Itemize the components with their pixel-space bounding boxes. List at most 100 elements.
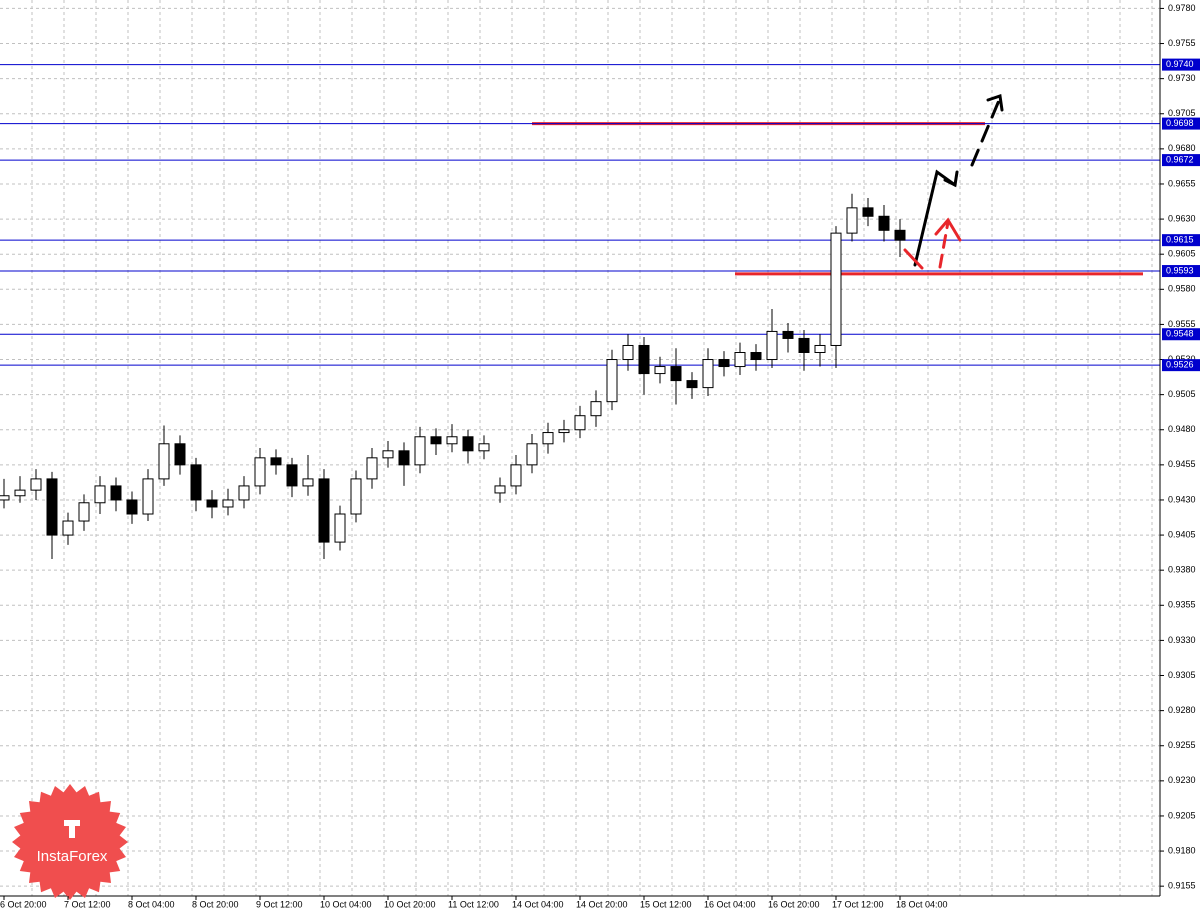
arrow-head: [934, 217, 962, 242]
level-label-box: [1162, 58, 1200, 71]
candle-body: [606, 359, 618, 403]
logo-badge: [12, 784, 128, 900]
logo-icon: [64, 820, 80, 838]
candle-body: [478, 443, 490, 452]
y-tick-label: 0.9330: [1168, 635, 1196, 645]
candle-body: [270, 457, 282, 466]
candle-body: [30, 478, 42, 491]
arrow-path: [938, 220, 950, 269]
candle-body: [830, 232, 842, 346]
candle-body: [158, 443, 170, 480]
candle-body: [334, 513, 346, 543]
level-label: 0.9698: [1166, 118, 1194, 128]
y-tick-label: 0.9280: [1168, 705, 1196, 715]
candle-body: [350, 478, 362, 515]
candle-body: [142, 478, 154, 515]
candle-body: [222, 499, 234, 508]
candle-body: [590, 401, 602, 417]
candle-body: [862, 207, 874, 217]
x-tick-label: 16 Oct 04:00: [704, 899, 756, 909]
candle-body: [94, 485, 106, 504]
candle-body: [238, 485, 250, 501]
logo-text: InstaForex: [37, 848, 108, 865]
level-label-box: [1162, 154, 1200, 167]
x-tick-label: 17 Oct 12:00: [832, 899, 884, 909]
y-tick-label: 0.9180: [1168, 845, 1196, 855]
logo: InstaForex: [12, 784, 128, 900]
candle-body: [430, 436, 442, 445]
candle-body: [878, 215, 890, 231]
x-tick-label: 16 Oct 20:00: [768, 899, 820, 909]
y-tick-label: 0.9730: [1168, 73, 1196, 83]
candle-body: [382, 450, 394, 459]
candle-body: [526, 443, 538, 466]
x-tick-label: 6 Oct 20:00: [0, 899, 47, 909]
candle-body: [126, 499, 138, 515]
candle-body: [702, 359, 714, 389]
candle-body: [670, 366, 682, 382]
candle-body: [62, 520, 74, 536]
candle-body: [798, 337, 810, 354]
y-tick-label: 0.9505: [1168, 389, 1196, 399]
y-tick-label: 0.9755: [1168, 38, 1196, 48]
level-label-box: [1162, 359, 1200, 372]
candle-body: [46, 478, 58, 536]
candle-body: [686, 380, 698, 389]
y-tick-label: 0.9230: [1168, 775, 1196, 785]
candle-body: [558, 429, 570, 434]
y-tick-label: 0.9555: [1168, 319, 1196, 329]
y-tick-label: 0.9155: [1168, 881, 1196, 891]
candle-body: [782, 330, 794, 339]
x-tick-label: 11 Oct 12:00: [448, 899, 499, 909]
candle-body: [638, 344, 650, 375]
plot: [0, 64, 1160, 559]
x-tick-label: 18 Oct 04:00: [896, 899, 948, 909]
level-label: 0.9526: [1166, 360, 1194, 370]
candle-body: [78, 502, 90, 522]
level-label: 0.9740: [1166, 59, 1194, 69]
y-tick-label: 0.9205: [1168, 810, 1196, 820]
arrow-head: [943, 170, 959, 188]
candle-body: [622, 344, 634, 361]
y-tick-label: 0.9705: [1168, 108, 1196, 118]
candle-body: [510, 464, 522, 487]
candle-body: [366, 457, 378, 480]
candle-body: [14, 489, 26, 497]
y-tick-label: 0.9305: [1168, 670, 1196, 680]
candle-body: [286, 464, 298, 487]
x-tick-label: 10 Oct 20:00: [384, 899, 436, 909]
x-tick-label: 8 Oct 20:00: [192, 899, 239, 909]
candle-body: [766, 330, 778, 361]
arrow-head: [986, 94, 1004, 112]
candle-body: [574, 415, 586, 431]
level-label: 0.9548: [1166, 329, 1194, 339]
candle-body: [302, 478, 314, 487]
y-tick-label: 0.9380: [1168, 565, 1196, 575]
x-tick-label: 15 Oct 12:00: [640, 899, 692, 909]
y-tick-label: 0.9455: [1168, 459, 1196, 469]
candle-body: [190, 464, 202, 501]
arrow-path: [903, 248, 924, 270]
x-tick-label: 8 Oct 04:00: [128, 899, 175, 909]
x-tick-label: 14 Oct 20:00: [576, 899, 628, 909]
y-tick-label: 0.9680: [1168, 143, 1196, 153]
candle-body: [254, 457, 266, 487]
candle-body: [174, 443, 186, 466]
candle-body: [894, 229, 906, 241]
y-tick-label: 0.9405: [1168, 529, 1196, 539]
arrow-path: [970, 96, 1002, 167]
y-tick-label: 0.9430: [1168, 494, 1196, 504]
candle-body: [110, 485, 122, 501]
y-tick-label: 0.9655: [1168, 178, 1196, 188]
candle-body: [462, 436, 474, 452]
x-tick-label: 10 Oct 04:00: [320, 899, 372, 909]
y-tick-label: 0.9530: [1168, 354, 1196, 364]
candle-body: [734, 352, 746, 368]
candle-body: [414, 436, 426, 466]
y-tick-label: 0.9580: [1168, 284, 1196, 294]
candle-body: [0, 495, 10, 501]
y-tick-label: 0.9780: [1168, 3, 1196, 13]
level-label: 0.9593: [1166, 265, 1194, 275]
y-tick-label: 0.9480: [1168, 424, 1196, 434]
